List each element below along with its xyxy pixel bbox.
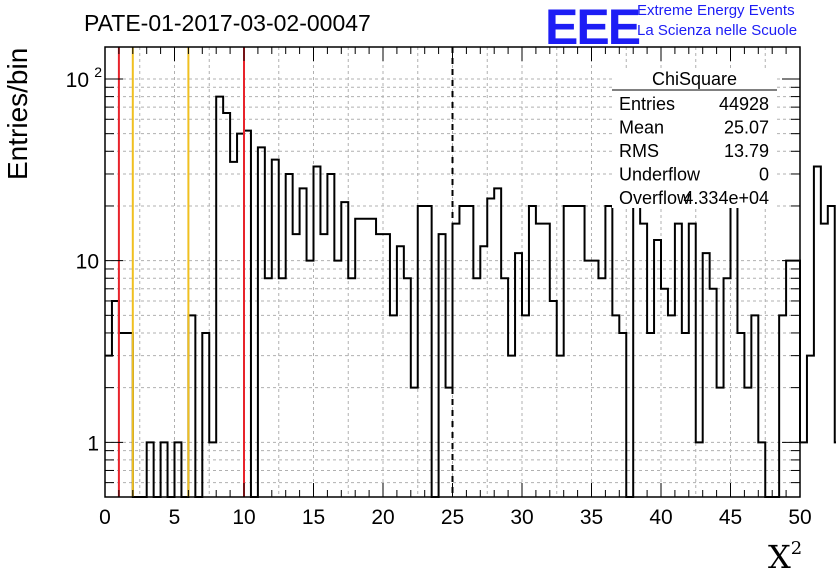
x-tick-label: 0 [99, 506, 111, 529]
x-tick-label: 45 [719, 506, 742, 529]
stats-value: 25.07 [724, 118, 769, 138]
x-axis-superscript: 2 [790, 538, 803, 559]
x-axis-label: X2 [768, 538, 802, 576]
eee-logo: EEE [545, 0, 641, 55]
x-tick-label: 10 [232, 506, 255, 529]
x-tick-label: 30 [510, 506, 533, 529]
stats-value: 0 [759, 165, 769, 185]
stats-value: 13.79 [724, 141, 769, 161]
y-tick-label-exponent: 2 [94, 64, 102, 80]
stats-value: 44928 [719, 94, 769, 114]
logo-subtitle-2: La Scienza nelle Scuole [637, 22, 798, 39]
x-tick-label: 50 [788, 506, 811, 529]
x-tick-label: 25 [441, 506, 464, 529]
stats-label: Underflow [619, 165, 701, 185]
stats-value: 4.334e+04 [683, 188, 769, 208]
y-tick-label: 10 [66, 69, 89, 92]
y-tick-label: 1 [87, 432, 99, 455]
x-tick-label: 15 [302, 506, 325, 529]
plot-title: PATE-01-2017-03-02-00047 [84, 10, 371, 36]
stats-label: Mean [619, 118, 664, 138]
stats-title: ChiSquare [652, 69, 737, 89]
x-tick-label: 5 [169, 506, 181, 529]
stats-label: Overflow [619, 188, 691, 208]
stats-label: Entries [619, 94, 675, 114]
logo-subtitle-1: Extreme Energy Events [637, 2, 795, 19]
x-tick-label: 20 [371, 506, 394, 529]
stats-box [612, 68, 777, 208]
y-tick-label: 10 [76, 251, 99, 274]
x-tick-label: 35 [580, 506, 603, 529]
x-tick-label: 40 [649, 506, 672, 529]
x-axis-symbol: X [768, 538, 791, 576]
stats-label: RMS [619, 141, 659, 161]
histogram-line [105, 95, 836, 498]
